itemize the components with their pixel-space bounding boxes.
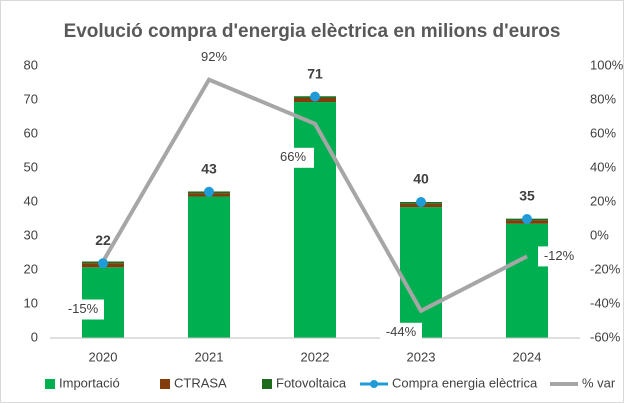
total-label: 22 xyxy=(95,232,111,248)
y2-tick-label: -20% xyxy=(590,261,621,276)
legend-label: % var xyxy=(582,375,616,390)
bar-segment xyxy=(506,223,548,338)
x-tick-label: 2022 xyxy=(301,349,330,364)
line-series xyxy=(101,77,528,314)
total-label: 43 xyxy=(201,161,217,177)
marker xyxy=(98,258,108,269)
y2-tick-label: -40% xyxy=(590,295,621,310)
x-tick-label: 2024 xyxy=(513,349,542,364)
data-label: 92% xyxy=(201,49,227,64)
total-label: 40 xyxy=(413,171,429,187)
marker xyxy=(522,214,532,224)
label-box xyxy=(380,322,422,343)
y-tick-label: 10 xyxy=(24,295,38,310)
chart-title: Evolució compra d'energia elèctrica en m… xyxy=(64,21,561,42)
x-tick-label: 2020 xyxy=(89,349,118,364)
y-tick-label: 30 xyxy=(24,227,38,242)
data-label: -12% xyxy=(544,248,575,263)
y-tick-label: 70 xyxy=(24,91,38,106)
y-tick-label: 50 xyxy=(24,159,38,174)
legend-swatch xyxy=(45,379,55,389)
marker xyxy=(310,91,320,102)
legend-swatch xyxy=(262,379,272,389)
legend-swatch xyxy=(160,379,170,389)
y-tick-label: 0 xyxy=(31,329,38,344)
bar-segment xyxy=(400,207,442,338)
total-label: 71 xyxy=(307,65,323,81)
data-label: -44% xyxy=(386,324,417,339)
y2-tick-label: 0% xyxy=(590,227,609,242)
bar-segment xyxy=(188,196,230,338)
y-tick-label: 20 xyxy=(24,261,38,276)
legend-label: Importació xyxy=(59,375,120,390)
label-box xyxy=(62,299,104,320)
y-tick-label: 60 xyxy=(24,125,38,140)
marker xyxy=(416,197,426,207)
x-tick-label: 2021 xyxy=(195,349,224,364)
y2-tick-label: 100% xyxy=(590,57,624,72)
label-box xyxy=(193,47,235,68)
y2-tick-label: 80% xyxy=(590,91,616,106)
total-label: 35 xyxy=(519,188,535,204)
legend-label: Fotovoltaica xyxy=(276,375,347,390)
y-tick-label: 80 xyxy=(24,57,38,72)
y-tick-label: 40 xyxy=(24,193,38,208)
marker xyxy=(204,186,214,197)
y2-tick-label: 20% xyxy=(590,193,616,208)
data-label: 66% xyxy=(280,149,306,164)
y2-tick-label: -60% xyxy=(590,329,621,344)
y2-tick-label: 60% xyxy=(590,125,616,140)
x-tick-label: 2023 xyxy=(407,349,436,364)
data-label: -15% xyxy=(68,301,99,316)
legend-label: Compra energia elèctrica xyxy=(392,375,538,390)
label-box xyxy=(272,147,314,168)
label-box xyxy=(538,246,580,267)
legend-label: CTRASA xyxy=(174,375,227,390)
bar-segment xyxy=(294,102,336,338)
legend-marker xyxy=(370,380,378,388)
y2-tick-label: 40% xyxy=(590,159,616,174)
